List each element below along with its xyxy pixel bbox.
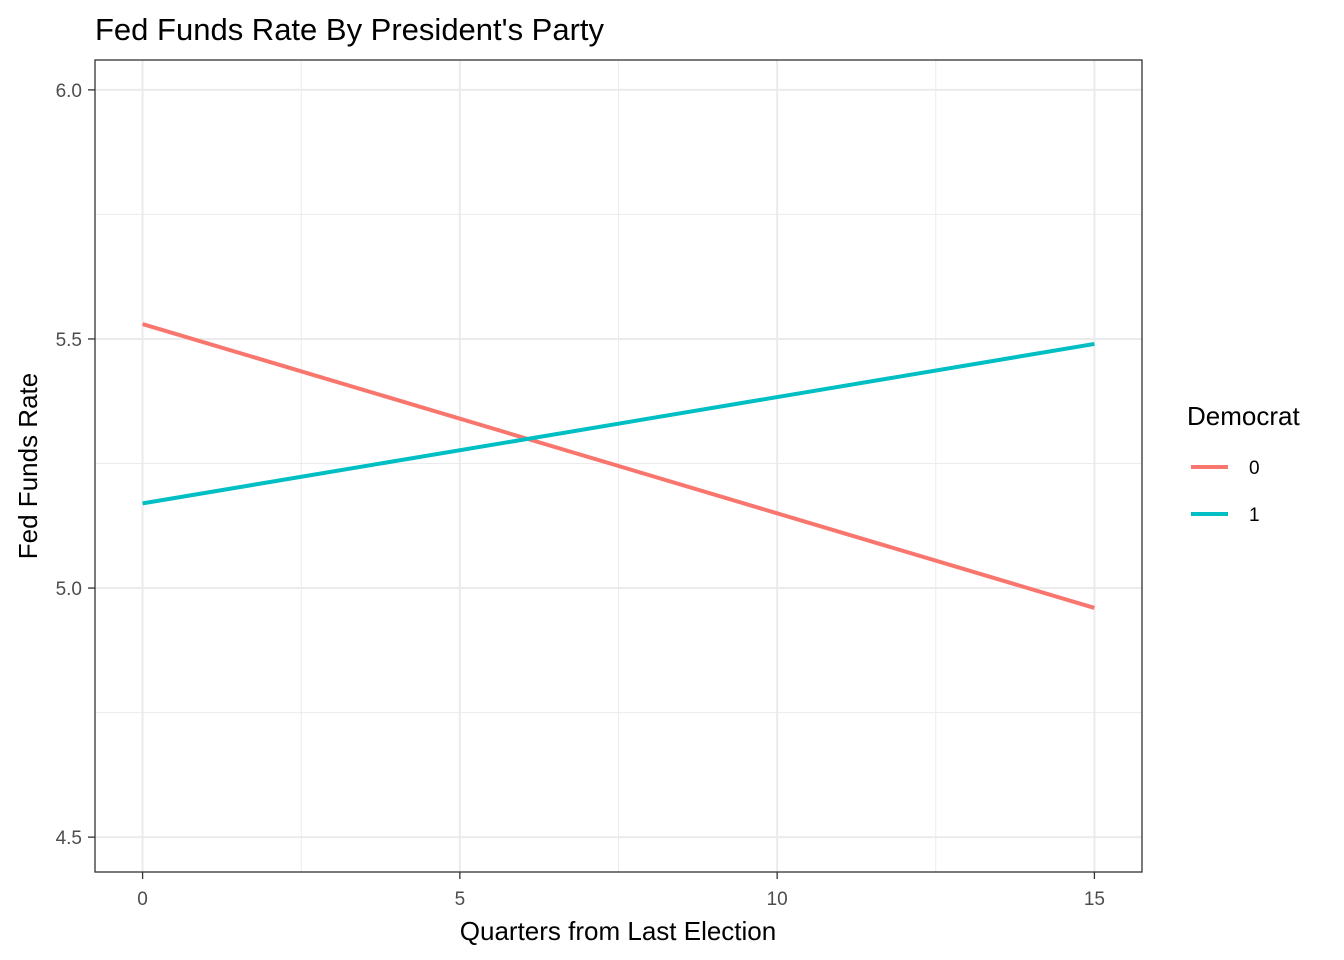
series-layer	[142, 322, 1095, 610]
x-tick-label: 5	[455, 889, 466, 910]
x-tick-label: 10	[767, 889, 788, 910]
y-tick-label: 5.5	[56, 330, 82, 351]
y-axis-title: Fed Funds Rate	[13, 373, 43, 559]
plot-panel-border	[94, 59, 1143, 873]
y-tick-label: 4.5	[56, 828, 82, 849]
series-line-0	[142, 322, 1095, 610]
chart-title: Fed Funds Rate By President's Party	[95, 12, 605, 47]
legend-label-1: 1	[1249, 505, 1260, 526]
legend: Democrat 0 1	[1187, 401, 1300, 526]
y-tick-label: 6.0	[56, 81, 82, 102]
grid-minor	[95, 60, 1142, 872]
grid-major	[95, 60, 1142, 872]
series-line-1	[142, 341, 1095, 506]
legend-label-0: 0	[1249, 458, 1260, 479]
y-tick-label: 5.0	[56, 579, 82, 600]
x-axis-title: Quarters from Last Election	[460, 916, 776, 946]
x-tick-label: 15	[1084, 889, 1105, 910]
y-axis: 4.5 5.0 5.5 6.0	[56, 81, 95, 849]
x-tick-label: 0	[137, 889, 148, 910]
legend-title: Democrat	[1187, 401, 1300, 431]
x-axis: 0 5 10 15	[137, 872, 1105, 910]
